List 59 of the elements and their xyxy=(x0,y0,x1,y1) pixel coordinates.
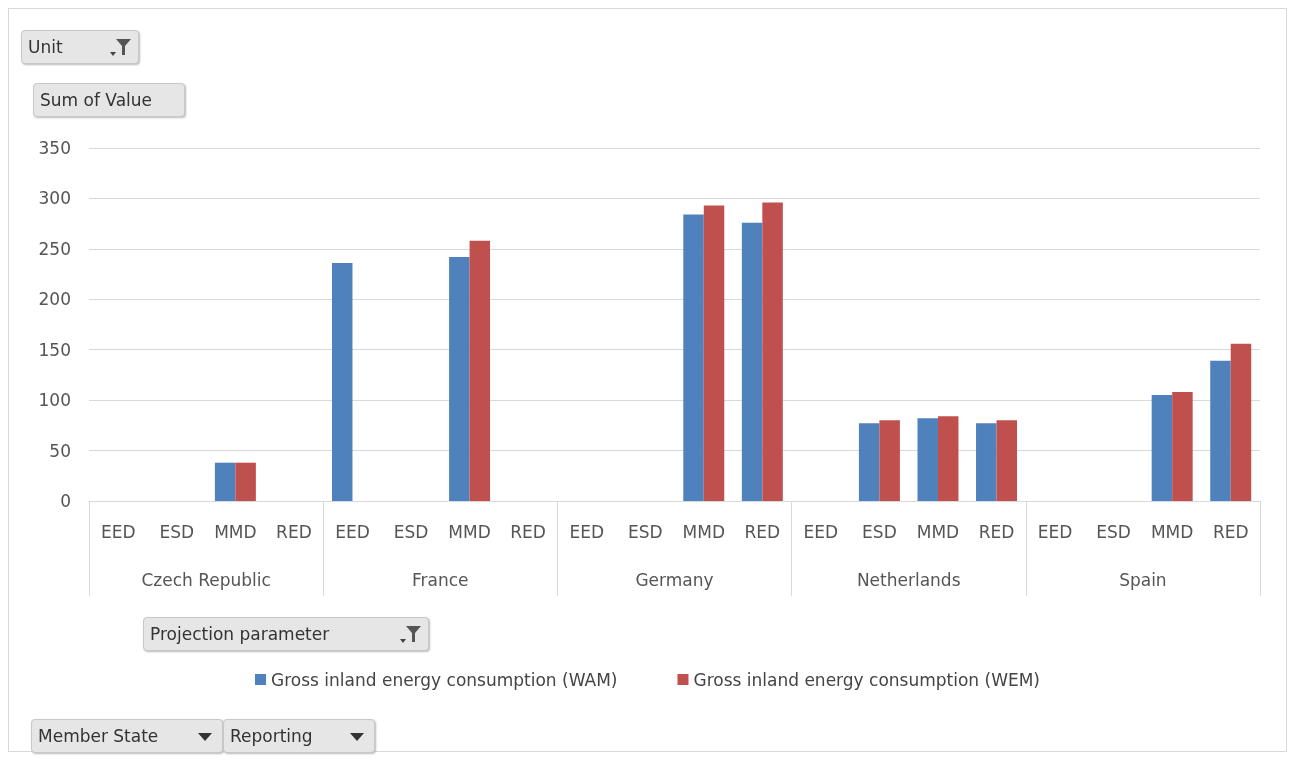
legend-title: Projection parameter xyxy=(150,624,330,644)
x-tick-label: RED xyxy=(1212,521,1249,542)
x-tick-label: MMD xyxy=(214,521,257,542)
y-tick-label: 300 xyxy=(38,188,71,209)
x-tick-label: EED xyxy=(569,521,604,542)
x-tick-label: EED xyxy=(803,521,839,542)
y-tick-label: 150 xyxy=(38,339,71,360)
x-tick-label: RED xyxy=(744,521,781,542)
x-tick-label: EED xyxy=(100,521,136,542)
bar xyxy=(703,205,725,501)
x-tick-label: ESD xyxy=(627,521,663,542)
text: Germany xyxy=(635,569,714,590)
bar xyxy=(1172,392,1193,501)
bar xyxy=(1151,395,1173,501)
x-tick-label: ESD xyxy=(159,521,195,542)
text: Netherlands xyxy=(856,569,961,590)
y-tick-label: 50 xyxy=(49,440,71,461)
text: Czech Republic xyxy=(141,569,271,590)
bar xyxy=(331,262,353,501)
bar xyxy=(1230,343,1252,501)
x-tick-label: ESD xyxy=(393,521,429,542)
bar xyxy=(976,423,997,501)
x-tick-label: EED xyxy=(1037,521,1073,542)
text: Spain xyxy=(1119,569,1167,590)
x-tick-label: RED xyxy=(276,521,312,542)
bar xyxy=(858,423,880,501)
bar xyxy=(762,202,783,501)
text: France xyxy=(412,569,469,590)
y-tick-label: 250 xyxy=(38,238,71,259)
x-tick-label: ESD xyxy=(1096,521,1131,542)
bar xyxy=(449,256,470,501)
x-tick-label: MMD xyxy=(682,521,725,542)
legend-label: Gross inland energy consumption (WAM) xyxy=(271,669,618,690)
bar xyxy=(683,214,704,501)
bar xyxy=(917,418,938,501)
y-tick-label: 0 xyxy=(60,491,71,511)
bar xyxy=(879,420,900,501)
text: Member State xyxy=(38,726,159,746)
bar xyxy=(469,240,491,501)
text: Unit xyxy=(28,37,63,57)
y-tick-label: 350 xyxy=(38,138,71,158)
x-tick-label: RED xyxy=(510,521,546,542)
x-tick-label: MMD xyxy=(448,521,491,542)
text: Reporting xyxy=(230,726,313,746)
y-tick-label: 200 xyxy=(38,289,71,310)
x-tick-label: EED xyxy=(335,521,370,542)
x-tick-label: MMD xyxy=(916,521,960,542)
y-tick-label: 100 xyxy=(38,390,71,411)
x-tick-label: MMD xyxy=(1150,521,1194,542)
bar xyxy=(937,416,959,501)
bar xyxy=(214,462,236,501)
bar xyxy=(1210,360,1231,501)
y-axis-title: Sum of Value xyxy=(40,90,153,110)
bar xyxy=(996,420,1018,501)
x-tick-label: ESD xyxy=(862,521,897,542)
x-tick-label: RED xyxy=(978,521,1015,542)
bar xyxy=(235,462,256,501)
legend-label: Gross inland energy consumption (WEM) xyxy=(693,669,1040,690)
bar xyxy=(741,222,763,501)
